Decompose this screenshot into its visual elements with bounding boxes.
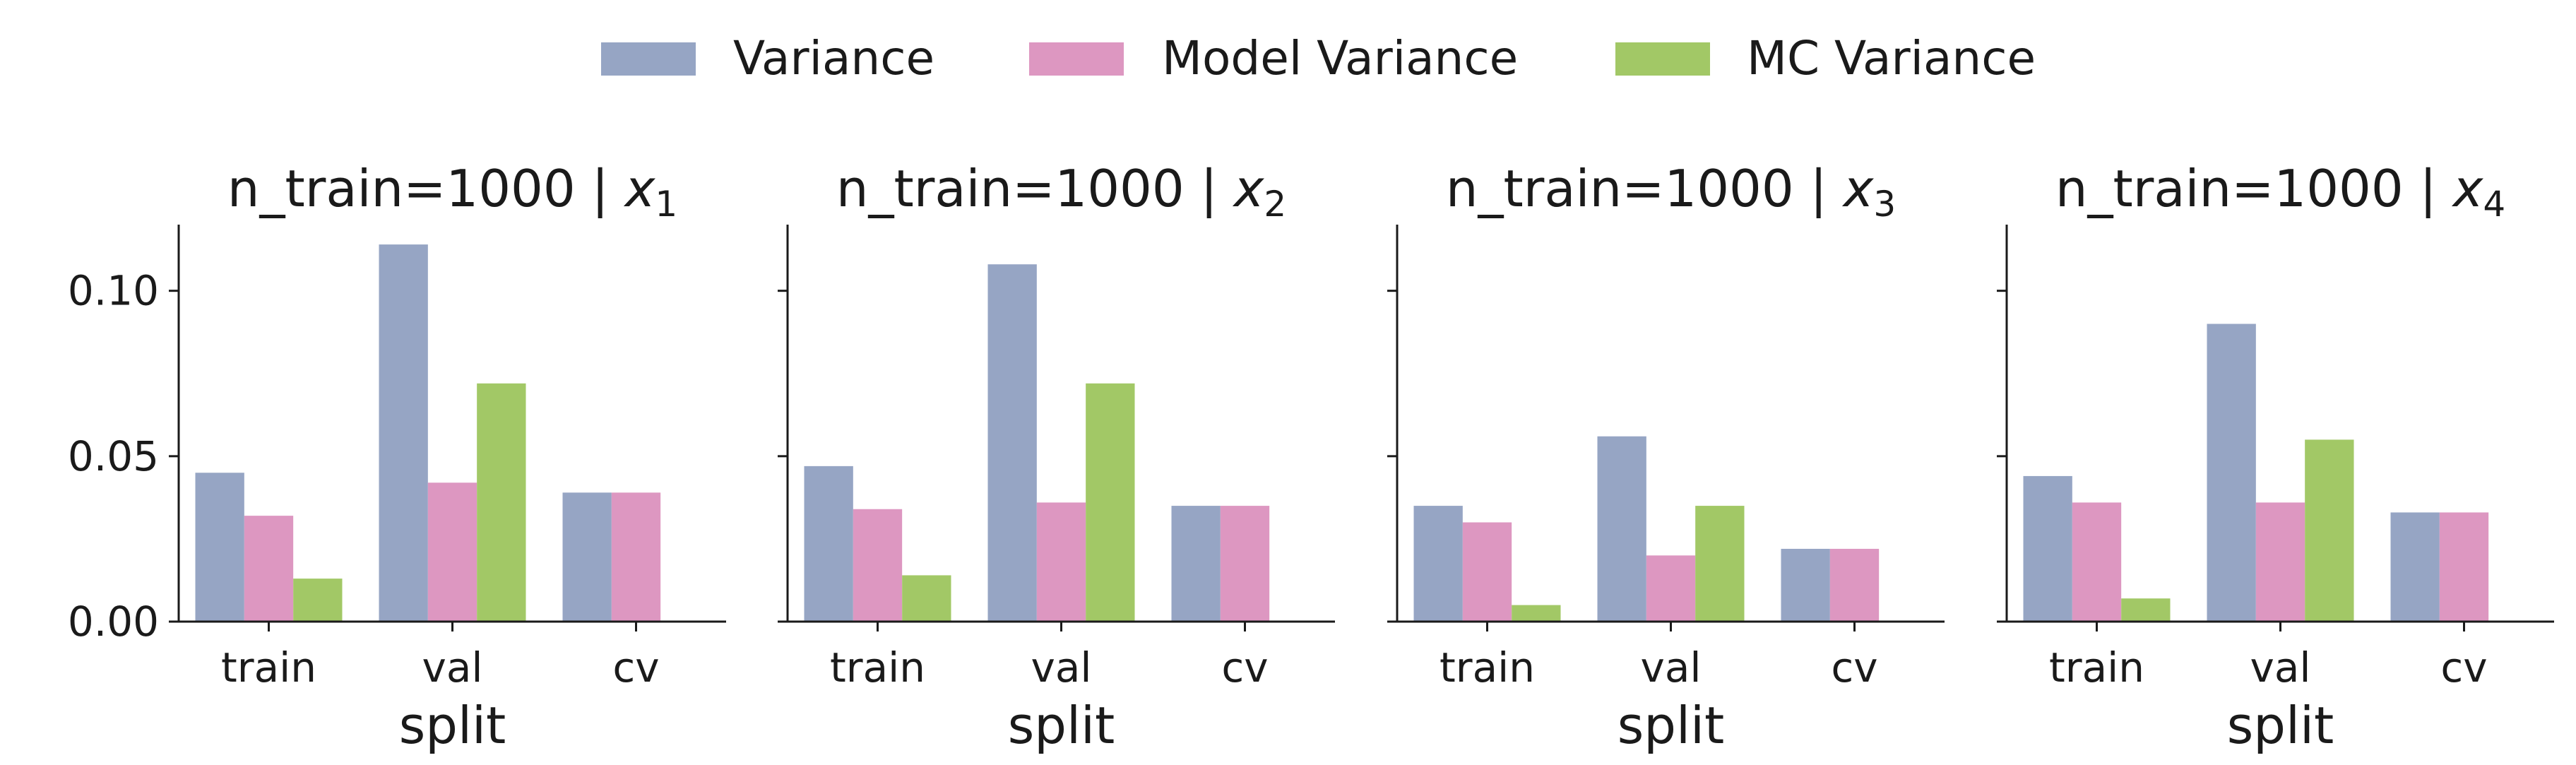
bar-mc-variance-val: [1695, 506, 1745, 622]
legend-swatch: [601, 42, 696, 76]
bar-variance-cv: [2390, 512, 2440, 622]
bar-model-variance-cv: [2439, 512, 2489, 622]
x-tick-label: val: [422, 644, 483, 692]
x-tick-label: train: [221, 644, 316, 692]
bar-mc-variance-val: [1086, 383, 1135, 622]
legend-swatch: [1029, 42, 1124, 76]
y-tick-label: 0.00: [68, 598, 159, 646]
legend-label: Model Variance: [1162, 31, 1518, 85]
x-axis-label: split: [399, 696, 506, 755]
panel-title: n_train=1000 | x3: [1446, 159, 1896, 225]
legend-item: Variance: [601, 31, 934, 85]
x-tick-label: cv: [612, 644, 659, 692]
panel-4: n_train=1000 | x4 train val cv split: [1997, 159, 2554, 755]
panel-title: n_train=1000 | x4: [2055, 159, 2505, 225]
chart-legend: Variance Model Variance MC Variance: [601, 31, 2036, 85]
panel-3: n_train=1000 | x3 train val cv split: [1387, 159, 1945, 755]
bar-variance-train: [1413, 506, 1463, 622]
x-tick-label: val: [2250, 644, 2311, 692]
panel-title: n_train=1000 | x1: [227, 159, 677, 225]
x-tick-label: val: [1641, 644, 1702, 692]
bar-model-variance-cv: [611, 492, 661, 622]
legend-label: Variance: [733, 31, 934, 85]
bar-model-variance-train: [1462, 522, 1512, 622]
panel-2: n_train=1000 | x2 train val cv split: [778, 159, 1335, 755]
x-tick-label: cv: [2440, 644, 2487, 692]
x-axis-label: split: [2227, 696, 2334, 755]
x-tick-label: train: [830, 644, 925, 692]
bar-variance-train: [804, 465, 853, 622]
bar-variance-val: [1597, 436, 1646, 622]
bar-mc-variance-val: [2305, 439, 2354, 622]
bar-mc-variance-val: [477, 383, 526, 622]
y-tick-label: 0.10: [68, 267, 159, 315]
bar-variance-val: [379, 244, 428, 622]
x-tick-label: val: [1031, 644, 1092, 692]
bar-model-variance-train: [244, 516, 294, 622]
bar-variance-train: [2023, 475, 2072, 622]
bar-variance-val: [987, 264, 1037, 622]
bar-model-variance-val: [1646, 555, 1696, 622]
bar-model-variance-cv: [1829, 548, 1880, 622]
legend-item: MC Variance: [1615, 31, 2036, 85]
bar-model-variance-cv: [1220, 506, 1270, 622]
x-tick-label: train: [2049, 644, 2144, 692]
bar-model-variance-val: [2255, 502, 2305, 622]
bar-model-variance-val: [1036, 502, 1086, 622]
bar-variance-cv: [1781, 548, 1830, 622]
x-axis-label: split: [1618, 696, 1724, 755]
x-tick-label: train: [1440, 644, 1535, 692]
x-tick-label: cv: [1831, 644, 1877, 692]
bar-variance-cv: [562, 492, 612, 622]
legend-label: MC Variance: [1747, 31, 2036, 85]
panel-1: n_train=1000 | x1 0.00 0.05 0.10 train val cv s…: [68, 159, 726, 755]
bar-model-variance-train: [2072, 502, 2122, 622]
bar-mc-variance-train: [1512, 605, 1561, 622]
panel-title: n_train=1000 | x2: [836, 159, 1286, 225]
bar-model-variance-train: [853, 509, 903, 622]
bar-variance-val: [2207, 324, 2256, 622]
bar-variance-cv: [1171, 506, 1221, 622]
bar-mc-variance-train: [902, 575, 951, 622]
legend-swatch: [1615, 42, 1710, 76]
bar-model-variance-val: [427, 482, 477, 622]
chart-panels: n_train=1000 | x1 0.00 0.05 0.10 train val cv s…: [68, 159, 2554, 755]
legend-item: Model Variance: [1029, 31, 1518, 85]
bar-mc-variance-train: [2121, 598, 2171, 622]
y-tick-label: 0.05: [68, 432, 159, 480]
x-tick-label: cv: [1221, 644, 1268, 692]
bar-variance-train: [195, 473, 244, 622]
bar-mc-variance-train: [293, 579, 343, 622]
x-axis-label: split: [1008, 696, 1115, 755]
